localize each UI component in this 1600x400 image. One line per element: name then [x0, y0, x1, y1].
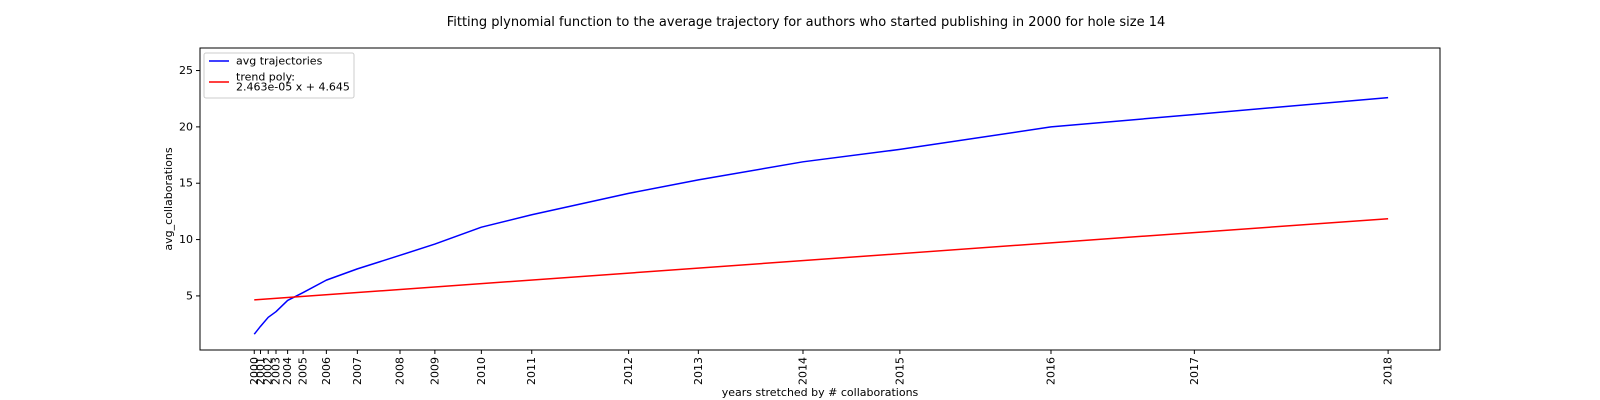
legend: avg trajectories trend poly:2.463e-05 x +…	[203, 52, 355, 99]
x-tick-label: 2018	[1382, 357, 1395, 385]
x-tick-label: 2004	[281, 357, 294, 385]
legend-entry-label: 2.463e-05 x + 4.645	[236, 81, 350, 94]
x-tick-label: 2016	[1044, 357, 1057, 385]
y-tick-label: 5	[186, 289, 193, 302]
x-tick-label: 2007	[351, 357, 364, 385]
x-tick-label: 2015	[893, 357, 906, 385]
y-axis: 5 10 15 20 25	[179, 64, 200, 302]
x-tick-label: 2008	[393, 357, 406, 385]
x-tick-label: 2006	[320, 357, 333, 385]
x-tick-label: 2009	[428, 357, 441, 385]
plot-area-frame	[199, 47, 1441, 351]
x-tick-label: 2005	[297, 357, 310, 385]
x-tick-label: 2011	[525, 357, 538, 385]
legend-box	[203, 52, 355, 99]
x-tick-label: 2002	[262, 357, 275, 385]
x-axis-label: years stretched by # collaborations	[722, 386, 919, 399]
series-layer	[253, 96, 1389, 335]
x-tick-label: 2013	[692, 357, 705, 385]
x-tick-label: 2017	[1188, 357, 1201, 385]
y-tick-label: 10	[179, 233, 193, 246]
series-line-trend-poly	[254, 217, 1389, 301]
y-tick-label: 15	[179, 177, 193, 190]
x-tick-label: 2000	[248, 357, 261, 385]
series-line-avg-trajectories	[253, 96, 1389, 335]
legend-entry-label: trend poly:	[236, 71, 295, 84]
x-tick-label: 2003	[269, 357, 282, 385]
chart-title: Fitting plynomial function to the averag…	[447, 15, 1166, 30]
x-tick-label: 2010	[475, 357, 488, 385]
y-tick-label: 25	[179, 64, 193, 77]
y-axis-label: avg_collaborations	[162, 147, 175, 250]
legend-entry-label: avg trajectories	[236, 55, 323, 68]
y-tick-label: 20	[179, 120, 193, 133]
x-tick-label: 2014	[796, 357, 809, 385]
x-tick-label: 2001	[254, 357, 267, 385]
x-tick-label: 2012	[622, 357, 635, 385]
